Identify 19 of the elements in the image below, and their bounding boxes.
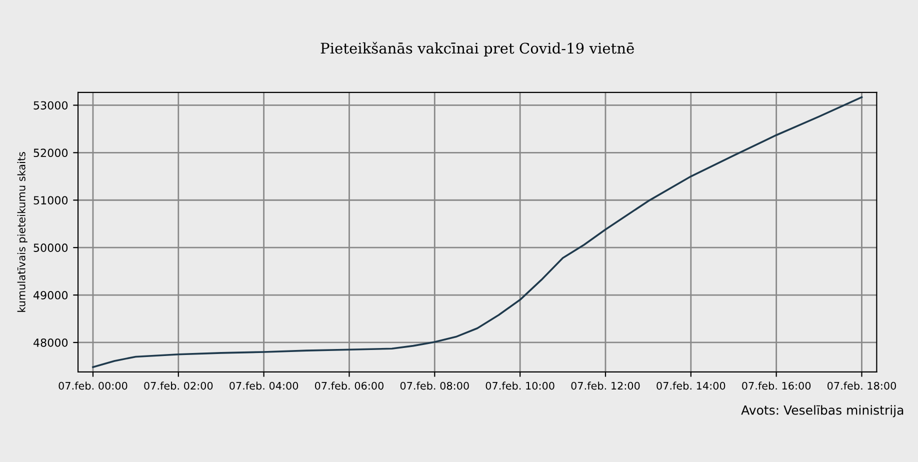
x-tick-label: 07.feb. 16:00 [742,382,811,390]
text: Avots: Veselības ministrija [741,405,904,418]
x-tick-label: 07.feb. 02:00 [144,382,213,390]
y-tick-label: 48000 [34,338,68,347]
y-tick-label: 50000 [34,244,68,252]
x-tick-label: 07.feb. 10:00 [486,382,554,390]
x-tick-label: 07.feb. 12:00 [571,382,640,390]
y-tick-label: 52000 [34,148,68,158]
x-tick-label: 07.feb. 14:00 [656,382,726,390]
x-tick-label: 07.feb. 00:00 [58,382,128,390]
x-tick-label: 07.feb. 04:00 [230,382,298,390]
y-tick-label: 49000 [34,291,68,300]
x-tick-label: 07.feb. 06:00 [314,382,384,390]
y-axis-title: kumulatīvais pieteikumu skaits [17,152,28,312]
x-tick-label: 07.feb. 08:00 [400,382,469,390]
y-tick-label: 51000 [34,196,68,204]
chart-title: Pieteikšanās vakcīnai pret Covid-19 vietnē [320,42,634,57]
y-tick-label: 53000 [34,101,68,110]
x-tick-label: 07.feb. 18:00 [827,382,896,390]
